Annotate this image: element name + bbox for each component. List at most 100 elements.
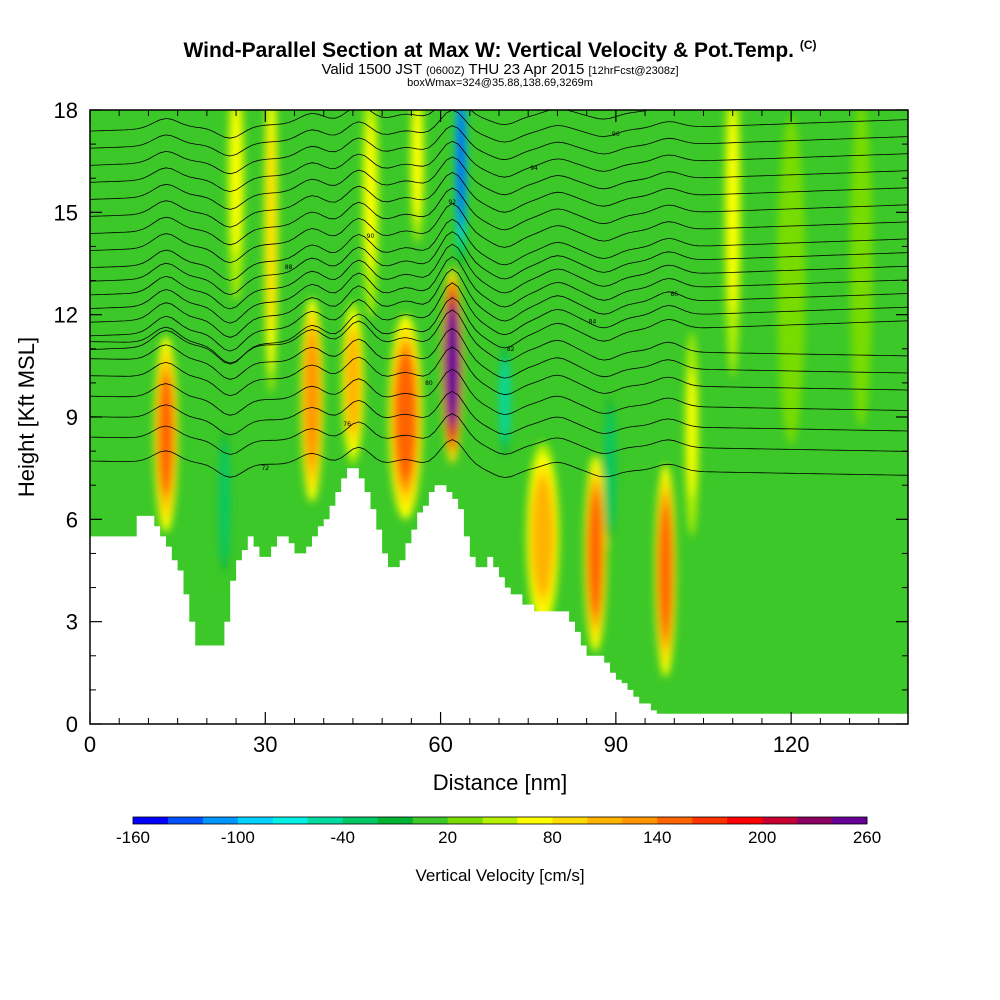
isentrope-line [90, 439, 908, 478]
colorbar-swatch [587, 817, 623, 824]
isentrope-label: 72 [261, 465, 269, 472]
isentrope-line [90, 218, 908, 281]
colorbar-tick-label: -100 [221, 828, 255, 847]
x-tick-label: 60 [428, 732, 452, 757]
isentrope-label: 80 [425, 380, 433, 387]
velocity-cell [497, 334, 512, 466]
velocity-contour [588, 492, 603, 615]
velocity-cell [227, 110, 245, 301]
velocity-contour [500, 359, 510, 441]
velocity-cell [410, 110, 425, 244]
x-tick-label: 90 [604, 732, 628, 757]
velocity-contour [220, 451, 229, 554]
isentrope-line [90, 125, 908, 175]
isentrope-line [90, 282, 908, 352]
velocity-contour [305, 335, 320, 464]
y-tick-label: 6 [66, 507, 78, 532]
isentrope-line [90, 203, 908, 264]
colorbar-swatch [657, 817, 693, 824]
velocity-contour [782, 178, 800, 383]
velocity-cell [341, 301, 365, 465]
isentrope-line [90, 328, 908, 380]
isentrope-label: 94 [530, 165, 538, 172]
velocity-contour [658, 503, 673, 638]
isentrope-label: 90 [367, 233, 375, 240]
colorbar-swatch [377, 817, 414, 824]
velocity-cell [777, 116, 806, 445]
velocity-contour [230, 110, 242, 255]
colorbar-tick-label: 200 [748, 828, 776, 847]
velocity-contour [412, 110, 422, 213]
y-tick-label: 15 [54, 200, 78, 225]
isentrope-line [90, 243, 908, 310]
isentrope-label: 84 [589, 318, 597, 325]
chart-subtitle: Valid 1500 JST (0600Z) THU 23 Apr 2015 [… [321, 61, 679, 78]
isentrope-line [90, 346, 908, 397]
colorbar-frame [132, 816, 868, 825]
velocity-contour [445, 304, 459, 428]
isentrope-line [90, 110, 908, 157]
copyright-mark: (C) [799, 38, 817, 52]
velocity-cell [584, 455, 607, 652]
colorbar-swatch [202, 817, 239, 824]
isentrope-line [90, 390, 908, 436]
colorbar-tick-label: 260 [853, 828, 881, 847]
velocity-cell [388, 314, 423, 520]
colorbar-swatch [552, 817, 588, 824]
colorbar-swatch [342, 817, 379, 824]
isentrope-line [90, 171, 908, 228]
y-tick-label: 9 [66, 405, 78, 430]
isentrope-label: 88 [285, 264, 293, 271]
x-tick-label: 120 [773, 732, 810, 757]
velocity-contour [687, 370, 697, 499]
velocity-cell [603, 386, 618, 551]
y-axis-title: Height [Kft MSL] [14, 337, 39, 497]
velocity-cell [264, 110, 279, 394]
velocity-cell [684, 331, 699, 537]
chart-title: Wind-Parallel Section at Max W: Vertical… [183, 38, 817, 62]
velocity-contour [394, 353, 417, 481]
isentrope-line [90, 256, 908, 324]
velocity-contour [266, 127, 276, 332]
velocity-contour [345, 331, 360, 435]
colorbar: -160 -100 -40 20 80 140 200 260 [116, 816, 881, 847]
isentrope-line [90, 413, 908, 455]
colorbar-swatch [727, 817, 763, 824]
isentrope-label: 96 [612, 131, 620, 138]
colorbar-tick-label: 140 [643, 828, 671, 847]
chart-subtitle-2: boxWmax=324@35.88,138.69,3269m [407, 77, 593, 89]
isentrope-line [90, 268, 908, 338]
plot-area: 72 76 80 82 84 86 88 90 92 94 96 [90, 110, 908, 724]
colorbar-swatch [797, 817, 833, 824]
colorbar-tick-label: 20 [438, 828, 457, 847]
velocity-cell [724, 110, 742, 377]
colorbar-tick-label: 80 [543, 828, 562, 847]
colorbar-tick-label: -40 [330, 828, 355, 847]
isentrope-label: 86 [670, 291, 678, 298]
velocity-contour [605, 417, 615, 520]
isentrope-line [90, 187, 908, 246]
isentrope-label: 92 [448, 199, 456, 206]
colorbar-swatch [482, 817, 518, 824]
colorbar-swatch [167, 817, 204, 824]
velocity-contour [854, 161, 869, 366]
x-axis-title: Distance [nm] [433, 770, 568, 795]
colorbar-swatch [307, 817, 344, 824]
velocity-cell [441, 267, 463, 465]
isentrope-label: 76 [343, 421, 351, 428]
velocity-contour [365, 118, 376, 273]
y-tick-label: 18 [54, 98, 78, 123]
velocity-contour [158, 372, 174, 496]
velocity-cell [850, 110, 873, 428]
velocity-contour [727, 110, 738, 315]
colorbar-swatch [412, 817, 449, 824]
colorbar-swatch [622, 817, 658, 824]
colorbar-swatch [272, 817, 309, 824]
colorbar-swatch [517, 817, 553, 824]
colorbar-swatch [692, 817, 728, 824]
colorbar-swatch [447, 817, 484, 824]
colorbar-tick-label: -160 [116, 828, 150, 847]
colorbar-swatch [237, 817, 274, 824]
terrain [90, 468, 908, 724]
